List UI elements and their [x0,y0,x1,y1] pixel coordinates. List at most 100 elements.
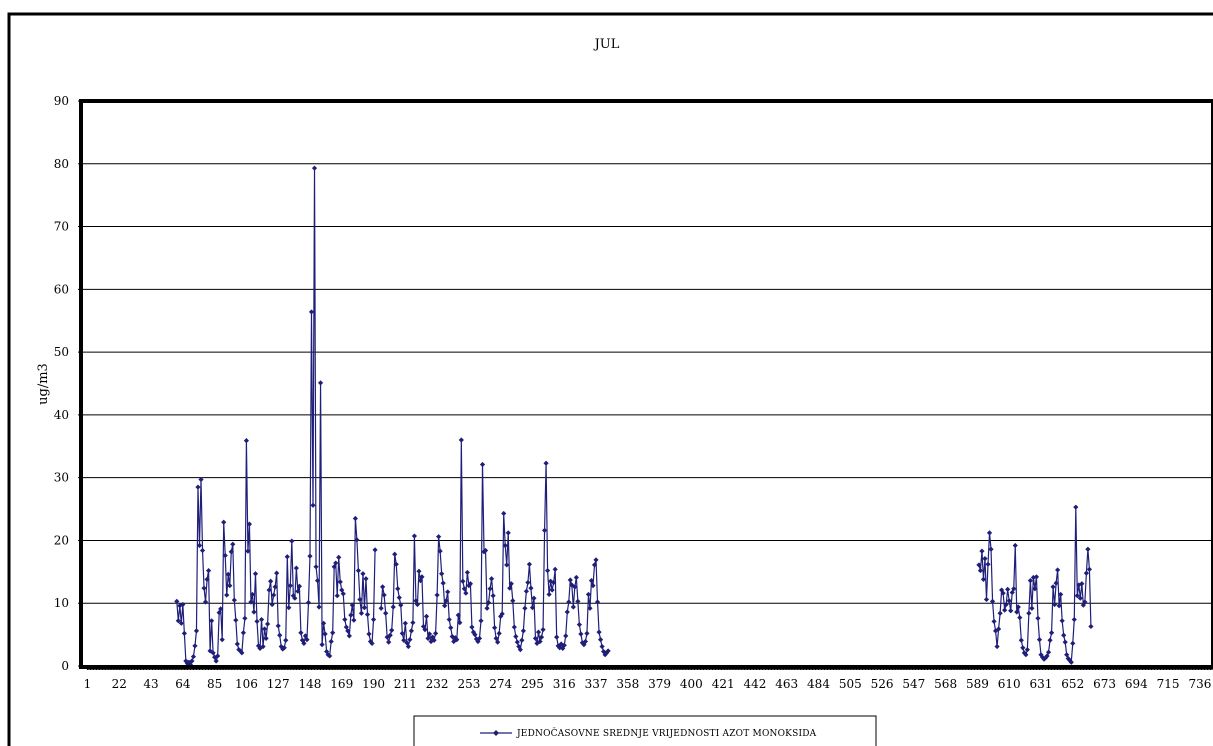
data-point [228,549,234,555]
data-point [251,609,257,615]
data-point [599,643,605,650]
data-point [390,604,396,610]
data-point [193,628,200,634]
data-point [443,598,449,604]
data-point [234,641,240,647]
data-series [174,165,1094,668]
x-tick-label: 169 [330,677,353,691]
data-point [243,438,250,444]
data-point [525,579,531,586]
data-point [354,537,360,543]
data-point [516,643,522,650]
data-point [481,549,487,555]
data-point [423,613,430,620]
data-point [322,631,328,637]
data-point [513,633,519,640]
data-point [560,645,566,652]
data-point [510,598,516,604]
x-tick-label: 421 [712,677,735,691]
legend-box [413,715,877,746]
data-point [210,650,216,656]
data-point [1032,586,1038,592]
data-point [357,596,363,603]
data-point [469,624,475,630]
data-point [395,586,401,592]
data-point [252,571,259,577]
data-point [1083,570,1089,576]
data-point [549,587,555,593]
data-point [490,593,496,599]
data-point [1068,659,1074,665]
data-point [999,587,1005,593]
data-point [475,638,481,645]
data-point [464,569,470,576]
data-point [1088,623,1094,630]
data-point [272,584,278,590]
data-point [528,585,534,591]
data-point [602,652,608,658]
data-point [535,629,542,635]
data-point [517,647,523,653]
data-point [254,618,260,625]
data-point [994,643,1000,650]
data-point [590,583,596,589]
x-tick-label: 463 [775,677,798,691]
data-point [384,634,390,640]
x-tick-label: 337 [585,677,608,691]
data-point [314,578,321,584]
data-point [396,594,402,601]
data-point [333,560,339,566]
data-point [449,633,455,640]
data-point [1020,645,1026,651]
chart-area-border [7,12,1213,746]
data-point [302,633,309,639]
data-point [201,585,207,591]
x-tick-label: 127 [267,677,290,691]
data-point [461,586,467,592]
data-point [345,628,351,634]
data-point [215,653,221,659]
data-point [213,658,219,664]
data-point [591,562,598,568]
data-point [604,650,610,656]
data-point [541,527,548,533]
data-point [476,635,483,641]
x-tick-label: 610 [998,677,1021,691]
data-point [1053,580,1059,586]
data-point [472,632,478,638]
data-point [402,620,408,626]
data-point [977,567,984,574]
data-point [327,653,333,659]
data-point [360,571,366,577]
data-point [196,542,203,549]
data-point [367,638,374,645]
data-point [448,625,454,631]
data-point [316,604,322,610]
x-tick-label: 358 [616,677,639,691]
data-point [540,626,546,633]
data-point [499,611,505,617]
data-point [1047,637,1053,643]
data-point [1052,601,1058,608]
data-point [573,574,579,581]
x-tick-label: 442 [743,677,766,691]
data-point [342,616,348,623]
data-point [1077,595,1083,601]
data-point [310,502,316,508]
data-point [588,578,595,584]
data-point [305,599,312,606]
data-point [482,547,489,554]
data-point [330,630,336,636]
x-tick-label: 484 [807,677,830,691]
data-point [245,548,251,554]
data-point [205,567,212,574]
data-point [426,631,433,637]
x-tick-label: 673 [1093,677,1116,691]
x-tick-label: 400 [680,677,703,691]
data-point [581,642,587,648]
y-axis-label: ug/m3 [36,363,51,405]
data-point [514,639,520,645]
data-point [289,538,295,544]
data-point [195,484,201,490]
